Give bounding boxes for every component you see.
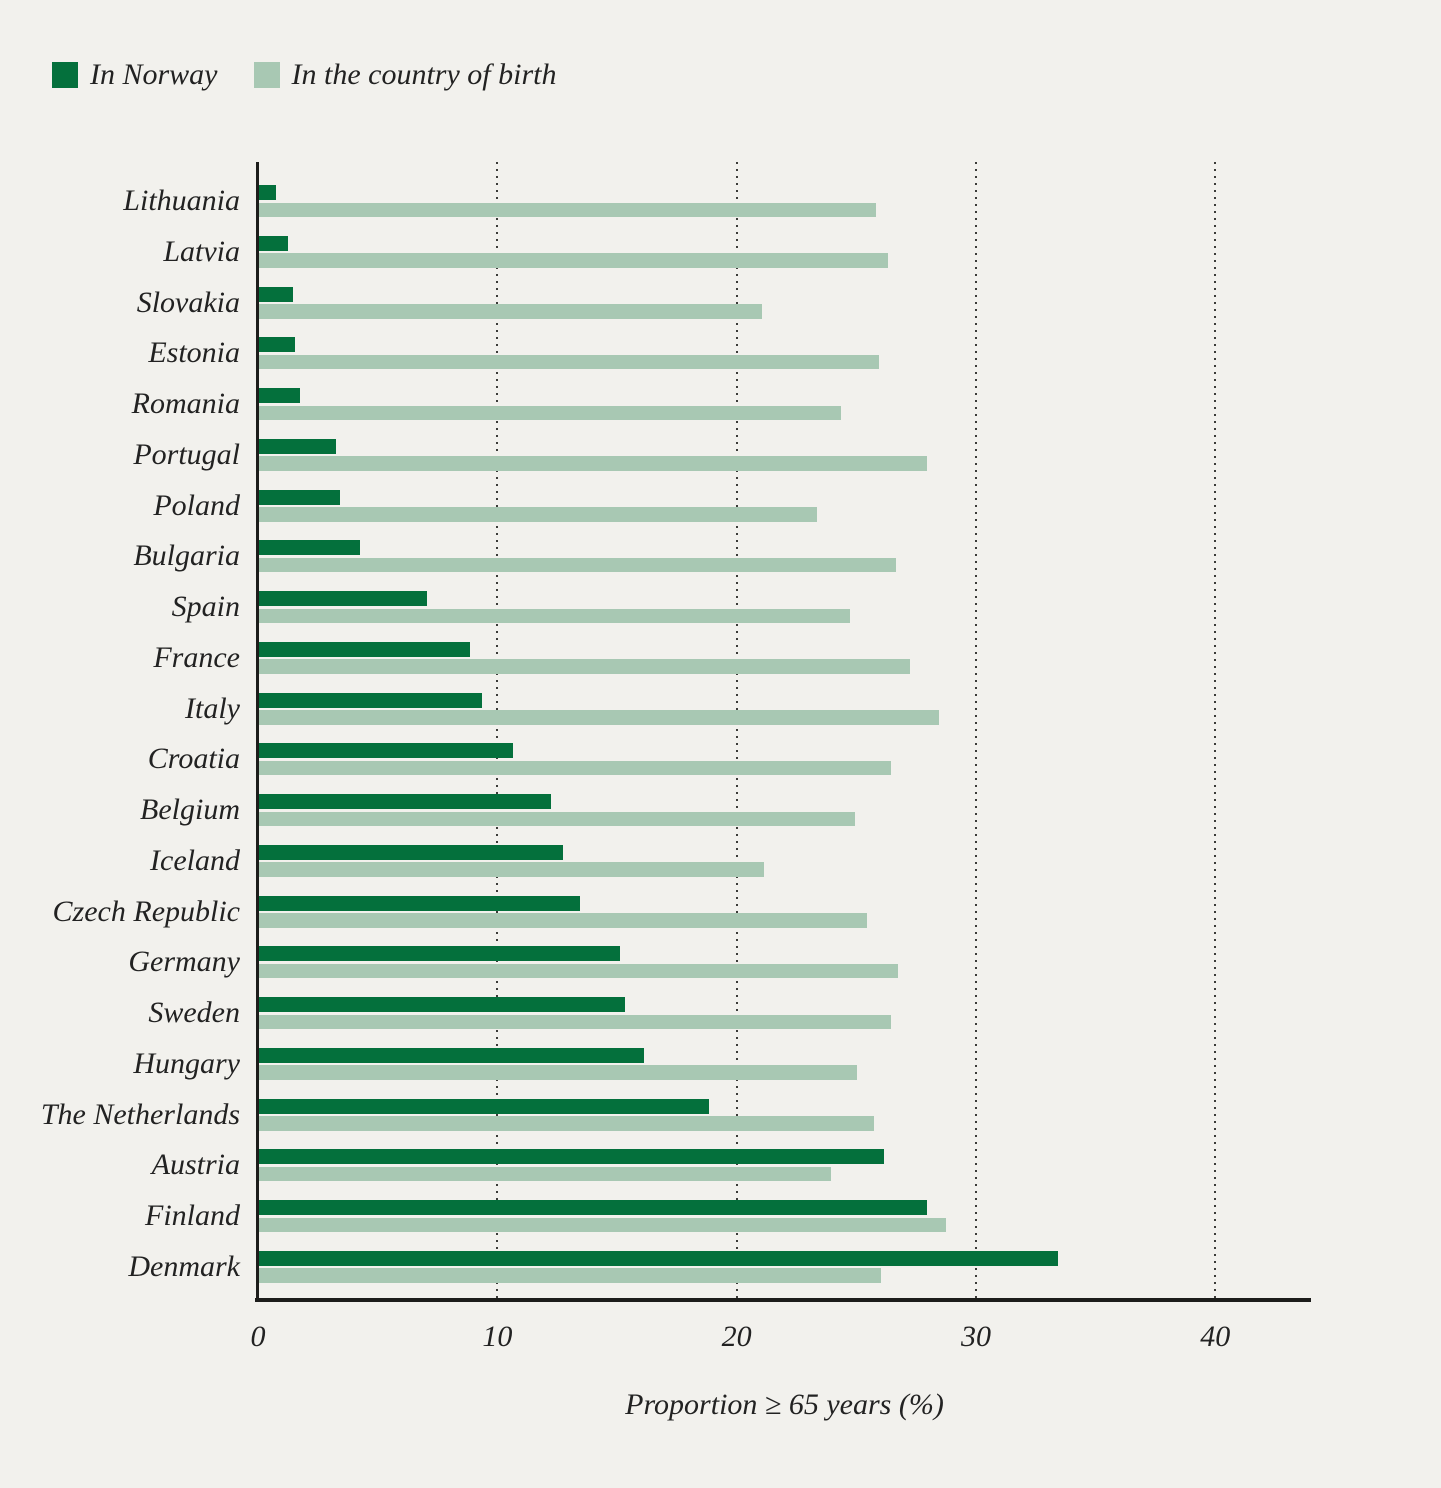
bar-country-of-birth-belgium — [259, 811, 855, 826]
bar-in-norway-lithuania — [259, 185, 276, 200]
x-tick-label-0: 0 — [250, 1320, 266, 1353]
country-label-slovakia: Slovakia — [136, 285, 240, 319]
x-tick-label-10: 10 — [482, 1320, 513, 1353]
bar-in-norway-finland — [259, 1200, 927, 1215]
bar-in-norway-belgium — [259, 794, 551, 809]
legend: In Norway In the country of birth — [52, 60, 556, 90]
y-axis-line — [256, 162, 259, 1298]
legend-item-in-norway: In Norway — [52, 60, 218, 90]
gridline-40 — [1214, 162, 1217, 1298]
country-label-bulgaria: Bulgaria — [133, 539, 240, 573]
bar-country-of-birth-italy — [259, 710, 939, 725]
country-label-austria: Austria — [151, 1148, 240, 1182]
x-axis-ticks: 0 10 20 30 40 — [251, 1298, 1311, 1358]
bar-country-of-birth-the-netherlands — [259, 1116, 875, 1131]
country-label-france: France — [153, 640, 240, 674]
country-label-the-netherlands: The Netherlands — [40, 1097, 240, 1131]
country-label-lithuania: Lithuania — [123, 184, 240, 217]
country-label-portugal: Portugal — [133, 437, 240, 471]
bar-in-norway-sweden — [259, 997, 626, 1012]
bar-country-of-birth-croatia — [259, 760, 891, 776]
bar-in-norway-slovakia — [259, 286, 293, 302]
country-label-iceland: Iceland — [150, 843, 240, 877]
legend-item-country-of-birth: In the country of birth — [253, 58, 557, 91]
bar-in-norway-denmark — [259, 1250, 1059, 1266]
country-label-romania: Romania — [131, 387, 240, 420]
plot-area — [255, 162, 1311, 1302]
gridline-20 — [735, 162, 738, 1298]
legend-swatch-country-of-birth — [253, 62, 280, 88]
country-label-finland: Finland — [145, 1199, 240, 1232]
bar-in-norway-portugal — [259, 438, 336, 454]
y-axis-labels: Lithuania Latvia Slovakia Estonia Romania Por… — [0, 162, 240, 1298]
bar-in-norway-bulgaria — [259, 540, 360, 556]
bar-in-norway-hungary — [259, 1047, 645, 1063]
bar-in-norway-italy — [259, 692, 482, 708]
x-tick-label-30: 30 — [960, 1320, 991, 1353]
bar-in-norway-estonia — [259, 337, 295, 353]
bar-country-of-birth-germany — [259, 963, 898, 979]
gridline-10 — [496, 162, 499, 1298]
bar-country-of-birth-bulgaria — [259, 557, 896, 573]
country-label-spain: Spain — [171, 590, 240, 623]
x-axis-title: Proportion ≥ 65 years (%) — [625, 1388, 944, 1421]
bar-in-norway-poland — [259, 489, 341, 505]
country-label-italy: Italy — [185, 691, 240, 725]
country-label-latvia: Latvia — [163, 234, 240, 268]
country-label-denmark: Denmark — [128, 1249, 240, 1283]
bar-country-of-birth-sweden — [259, 1014, 891, 1029]
bar-chart: Lithuania Latvia Slovakia Estonia Romania Por… — [41, 162, 1311, 1421]
bar-country-of-birth-czech-republic — [259, 913, 867, 928]
bar-country-of-birth-spain — [259, 608, 851, 623]
bar-country-of-birth-finland — [259, 1217, 946, 1232]
gridline-30 — [974, 162, 977, 1298]
country-label-poland: Poland — [153, 488, 240, 522]
bar-in-norway-romania — [259, 388, 300, 403]
country-label-estonia: Estonia — [148, 336, 240, 370]
bar-in-norway-germany — [259, 946, 621, 962]
x-tick-label-40: 40 — [1200, 1320, 1231, 1353]
bar-in-norway-latvia — [259, 235, 288, 251]
country-label-sweden: Sweden — [148, 996, 240, 1029]
bar-country-of-birth-estonia — [259, 354, 879, 370]
legend-swatch-in-norway — [52, 62, 78, 88]
bar-in-norway-france — [259, 641, 470, 657]
legend-label-country-of-birth: In the country of birth — [291, 58, 557, 91]
bar-country-of-birth-france — [259, 659, 910, 674]
legend-label-in-norway: In Norway — [90, 58, 218, 91]
country-label-czech-republic: Czech Republic — [52, 894, 240, 928]
bar-in-norway-croatia — [259, 743, 513, 759]
bar-in-norway-iceland — [259, 844, 563, 860]
bar-country-of-birth-romania — [259, 405, 841, 420]
bar-country-of-birth-iceland — [259, 862, 764, 877]
country-label-germany: Germany — [128, 945, 240, 979]
bar-country-of-birth-portugal — [259, 456, 927, 471]
bar-in-norway-czech-republic — [259, 895, 580, 911]
country-label-croatia: Croatia — [147, 742, 240, 776]
bar-country-of-birth-hungary — [259, 1065, 858, 1080]
bar-country-of-birth-slovakia — [259, 304, 762, 319]
bar-country-of-birth-poland — [259, 507, 817, 522]
country-label-hungary: Hungary — [133, 1046, 240, 1080]
bar-country-of-birth-denmark — [259, 1268, 882, 1283]
bar-country-of-birth-lithuania — [259, 202, 877, 217]
bar-in-norway-spain — [259, 591, 427, 606]
country-label-belgium: Belgium — [140, 793, 240, 826]
bar-in-norway-austria — [259, 1149, 884, 1165]
bar-country-of-birth-austria — [259, 1166, 831, 1182]
x-tick-label-20: 20 — [721, 1320, 752, 1353]
bar-country-of-birth-latvia — [259, 253, 889, 268]
bar-in-norway-the-netherlands — [259, 1098, 709, 1114]
x-axis-line — [255, 1298, 1311, 1302]
